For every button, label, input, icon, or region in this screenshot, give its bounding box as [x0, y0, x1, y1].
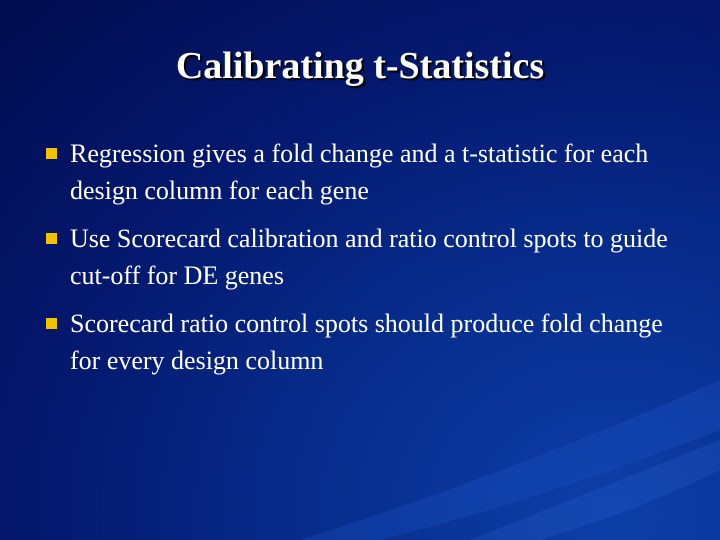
bullet-list: Regression gives a fold change and a t-s… — [44, 136, 694, 391]
bullet-item: Scorecard ratio control spots should pro… — [44, 306, 694, 379]
square-bullet-icon — [46, 233, 57, 244]
bullet-item: Use Scorecard calibration and ratio cont… — [44, 221, 694, 294]
square-bullet-icon — [46, 148, 57, 159]
square-bullet-icon — [46, 318, 57, 329]
slide-title: Calibrating t-Statistics — [175, 45, 545, 87]
bullet-text: Scorecard ratio control spots should pro… — [70, 309, 663, 375]
bullet-text: Use Scorecard calibration and ratio cont… — [70, 224, 668, 290]
bullet-item: Regression gives a fold change and a t-s… — [44, 136, 694, 209]
bullet-text: Regression gives a fold change and a t-s… — [70, 139, 649, 205]
